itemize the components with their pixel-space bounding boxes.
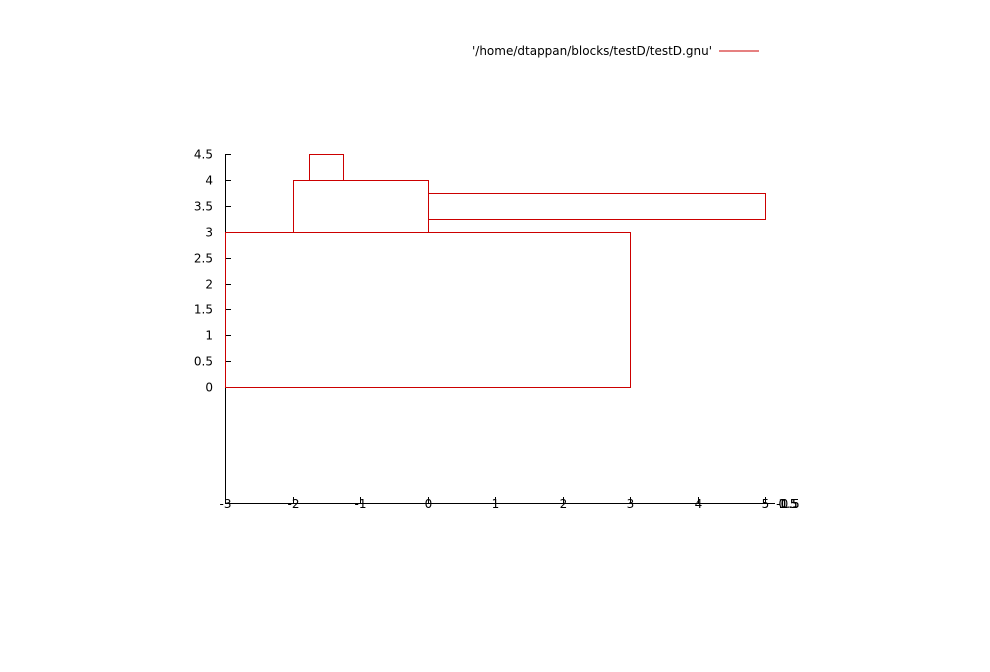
y-tick-label: 0.5 (194, 355, 213, 369)
x-tick-label: 3 (627, 497, 635, 511)
series-rectangle (428, 193, 766, 220)
series-rectangle (225, 232, 631, 388)
y-tick-label: 2 (205, 278, 213, 292)
x-tick-label: -2 (288, 497, 300, 511)
axes (225, 154, 775, 504)
legend-label: '/home/dtappan/blocks/testD/testD.gnu' (472, 44, 712, 58)
legend: '/home/dtappan/blocks/testD/testD.gnu' (472, 44, 759, 58)
series-rectangle (293, 180, 429, 233)
y-ticks: 4.5 4 3.5 3 2.5 2 1.5 1 0.5 0 (194, 148, 231, 395)
x-tick-label-extra: -1.5 (776, 497, 799, 511)
x-tick-label: 5 (762, 497, 770, 511)
series (225, 154, 766, 388)
y-tick-label: 3.5 (194, 200, 213, 214)
x-ticks: -3 -2 -1 0 1 2 3 4 5 -1.5-0.50.51.5 (220, 497, 800, 511)
y-tick-label: 0 (205, 381, 213, 395)
x-tick-label: -3 (220, 497, 232, 511)
x-tick-label: 0 (425, 497, 433, 511)
x-tick-label-extra: 0.5 (778, 497, 797, 511)
x-tick-label: 1 (492, 497, 500, 511)
y-tick-label: 2.5 (194, 252, 213, 266)
y-tick-label: 3 (205, 226, 213, 240)
x-tick-label: 4 (695, 497, 703, 511)
x-tick-label-extra: -0.5 (776, 497, 799, 511)
y-tick-label: 1 (205, 329, 213, 343)
y-tick-label: 4.5 (194, 148, 213, 162)
series-rectangle (309, 154, 344, 181)
x-tick-label: 2 (560, 497, 568, 511)
y-tick-label: 4 (205, 174, 213, 188)
y-tick-label: 1.5 (194, 303, 213, 317)
x-tick-label: -1 (355, 497, 367, 511)
x-tick-label-extra: 1.5 (778, 497, 797, 511)
